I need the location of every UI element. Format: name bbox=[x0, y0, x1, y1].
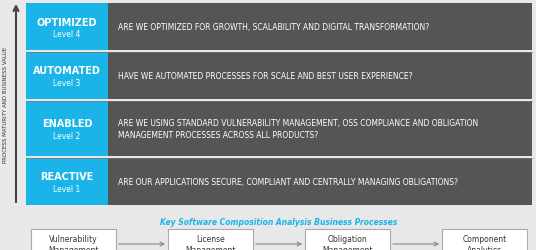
Bar bbox=[31, 229, 116, 250]
Text: Key Software Composition Analysis Business Processes: Key Software Composition Analysis Busine… bbox=[160, 217, 398, 226]
Bar bbox=[26, 102, 108, 156]
Bar bbox=[26, 53, 532, 100]
Text: Vulnerability
Management: Vulnerability Management bbox=[48, 234, 99, 250]
Text: ARE WE OPTIMIZED FOR GROWTH, SCALABILITY AND DIGITAL TRANSFORMATION?: ARE WE OPTIMIZED FOR GROWTH, SCALABILITY… bbox=[118, 23, 429, 32]
Text: Level 1: Level 1 bbox=[54, 184, 80, 193]
Bar bbox=[168, 229, 253, 250]
Bar bbox=[26, 4, 108, 51]
Text: HAVE WE AUTOMATED PROCESSES FOR SCALE AND BEST USER EXPERIENCE?: HAVE WE AUTOMATED PROCESSES FOR SCALE AN… bbox=[118, 72, 413, 81]
Bar bbox=[305, 229, 390, 250]
Text: AUTOMATED: AUTOMATED bbox=[33, 66, 101, 76]
Text: REACTIVE: REACTIVE bbox=[40, 172, 94, 182]
Text: Obligation
Management: Obligation Management bbox=[322, 234, 373, 250]
Bar bbox=[26, 102, 532, 156]
Bar bbox=[442, 229, 527, 250]
Text: Level 3: Level 3 bbox=[53, 79, 81, 88]
Text: Level 4: Level 4 bbox=[53, 30, 81, 39]
Bar bbox=[26, 158, 108, 205]
Bar bbox=[26, 158, 532, 205]
Text: OPTIMIZED: OPTIMIZED bbox=[37, 18, 97, 28]
Text: Component
Analytics: Component Analytics bbox=[463, 234, 507, 250]
Text: PROCESS MATURITY AND BUSINESS VALUE: PROCESS MATURITY AND BUSINESS VALUE bbox=[4, 47, 9, 162]
Bar bbox=[26, 4, 532, 51]
Text: ENABLED: ENABLED bbox=[42, 119, 92, 129]
Text: License
Management: License Management bbox=[185, 234, 236, 250]
Bar bbox=[26, 53, 108, 100]
Text: Level 2: Level 2 bbox=[54, 132, 80, 140]
Text: ARE WE USING STANDARD VULNERABILITY MANAGEMENT, OSS COMPLIANCE AND OBLIGATION
MA: ARE WE USING STANDARD VULNERABILITY MANA… bbox=[118, 118, 478, 140]
Text: ARE OUR APPLICATIONS SECURE, COMPLIANT AND CENTRALLY MANAGING OBLIGATIONS?: ARE OUR APPLICATIONS SECURE, COMPLIANT A… bbox=[118, 177, 458, 186]
